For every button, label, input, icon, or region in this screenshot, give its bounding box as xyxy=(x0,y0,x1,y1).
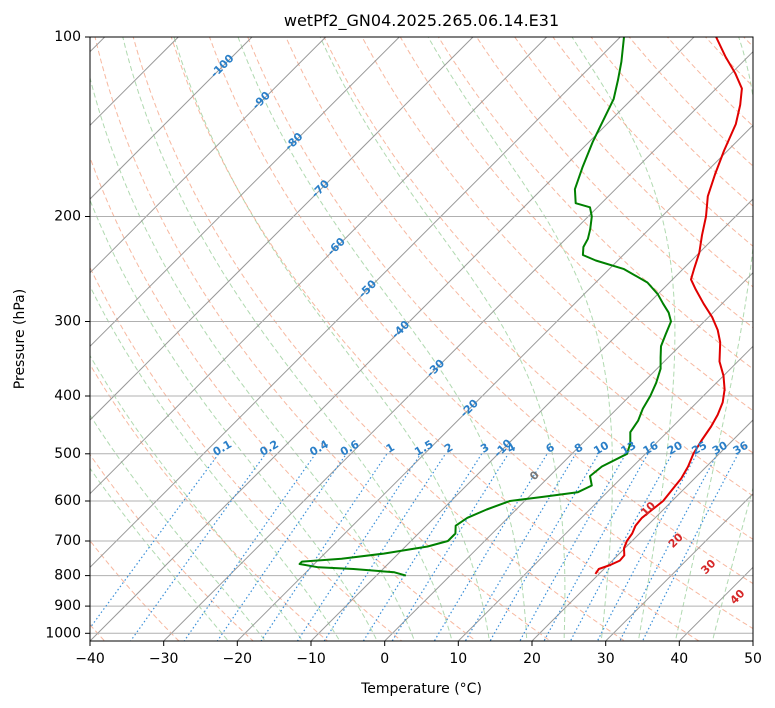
moist-adiabat-line xyxy=(173,37,490,641)
mixing-ratio-lines xyxy=(90,453,739,641)
moist-adiabat-line xyxy=(90,285,341,641)
x-tick-label: −40 xyxy=(75,651,105,667)
isotherm-line xyxy=(90,37,400,348)
isotherm-line xyxy=(310,198,753,641)
isotherm-line xyxy=(90,37,253,200)
moist-adiabat-line xyxy=(90,198,378,641)
y-tick-label: 500 xyxy=(54,446,81,462)
isotherm-line xyxy=(90,37,548,495)
dry-adiabat-line xyxy=(132,37,626,641)
mixing-ratio-line xyxy=(183,453,316,641)
isotherm-line xyxy=(605,492,753,641)
y-axis-label: Pressure (hPa) xyxy=(12,289,28,389)
isotherm-line xyxy=(163,50,753,641)
dry-adiabat-line xyxy=(170,37,700,641)
isotherm-line xyxy=(236,124,753,641)
isotherm-line xyxy=(384,271,753,641)
x-tick-label: −20 xyxy=(223,651,253,667)
isotherm-line xyxy=(457,345,753,641)
mixing-ratio-line xyxy=(596,453,698,641)
dewpoint-profile-line xyxy=(298,37,672,577)
mixing-ratio-line xyxy=(323,453,447,641)
dry-adiabat-line xyxy=(90,539,180,641)
dry-adiabat-line xyxy=(90,453,254,641)
mixing-ratio-line xyxy=(296,453,422,641)
x-tick-label: 30 xyxy=(597,651,615,667)
sounding-curves xyxy=(298,37,743,577)
dry-adiabat-line xyxy=(361,37,753,454)
y-tick-label: 900 xyxy=(54,598,81,614)
y-tick-label: 400 xyxy=(54,388,81,404)
chart-title: wetPf2_GN04.2025.265.06.14.E31 xyxy=(284,11,559,31)
isotherm-line xyxy=(90,37,327,274)
moist-adiabat-line xyxy=(674,37,753,641)
isotherm-line xyxy=(90,37,695,641)
mixing-ratio-line xyxy=(129,453,267,641)
mixing-ratio-line xyxy=(569,453,673,641)
x-tick-label: 0 xyxy=(380,651,389,667)
isotherms xyxy=(90,37,753,641)
mixing-ratio-line xyxy=(619,453,718,641)
isotherm-line xyxy=(531,419,753,641)
dry-adiabat-line xyxy=(285,37,753,540)
mixing-ratio-line xyxy=(433,453,548,641)
mixing-ratio-line xyxy=(519,453,627,641)
y-tick-label: 600 xyxy=(54,493,81,509)
y-tick-label: 100 xyxy=(54,29,81,45)
x-tick-label: 20 xyxy=(523,651,541,667)
mixing-ratio-line xyxy=(391,453,509,641)
moist-adiabat-line xyxy=(90,467,229,641)
dry-adiabat-line xyxy=(90,266,403,641)
x-tick-label: 10 xyxy=(449,651,467,667)
mixing-ratio-line xyxy=(464,453,577,641)
dry-adiabat-line xyxy=(90,363,329,641)
x-axis-label: Temperature (°C) xyxy=(360,681,482,697)
x-tick-label: 50 xyxy=(744,651,762,667)
x-tick-label: −10 xyxy=(296,651,326,667)
y-tick-label: 700 xyxy=(54,533,81,549)
moist-adiabat-line xyxy=(427,37,613,641)
y-tick-label: 200 xyxy=(54,209,81,225)
x-tick-label: −30 xyxy=(149,651,179,667)
y-tick-label: 1000 xyxy=(45,625,81,641)
isotherm-line xyxy=(90,37,621,569)
pressure-gridlines xyxy=(90,37,753,634)
x-axis-ticks: −40 −30 −20 −10 0 10 20 30 40 50 xyxy=(75,641,762,667)
plot-area: -100-90-80-70-60-50-40-30-20-100.1 0.2 0.4… xyxy=(90,37,753,641)
moist-adiabat-line xyxy=(122,37,453,641)
mixing-ratio-line xyxy=(543,453,649,641)
dry-adiabat-line xyxy=(208,37,753,630)
mixing-ratio-line xyxy=(489,453,599,641)
moist-adiabat-line xyxy=(571,37,676,641)
moist-adiabat-line xyxy=(319,37,566,641)
plot-frame xyxy=(89,36,754,642)
temperature-profile-line xyxy=(594,37,743,575)
dry-adiabat-line xyxy=(476,37,753,329)
moist-adiabat-line xyxy=(90,75,416,641)
dry-adiabat-line xyxy=(247,37,753,585)
isotherm-line xyxy=(90,37,474,421)
moist-adiabat-line xyxy=(237,37,528,641)
y-tick-label: 800 xyxy=(54,568,81,584)
y-axis-ticks: 100 200 300 400 500 600 700 800 900 1000 xyxy=(45,29,90,641)
dry-adiabat-line xyxy=(94,37,552,641)
mixing-ratio-line xyxy=(260,453,388,641)
x-tick-label: 40 xyxy=(670,651,688,667)
dry-adiabat-line xyxy=(399,37,753,412)
y-tick-label: 300 xyxy=(54,314,81,330)
